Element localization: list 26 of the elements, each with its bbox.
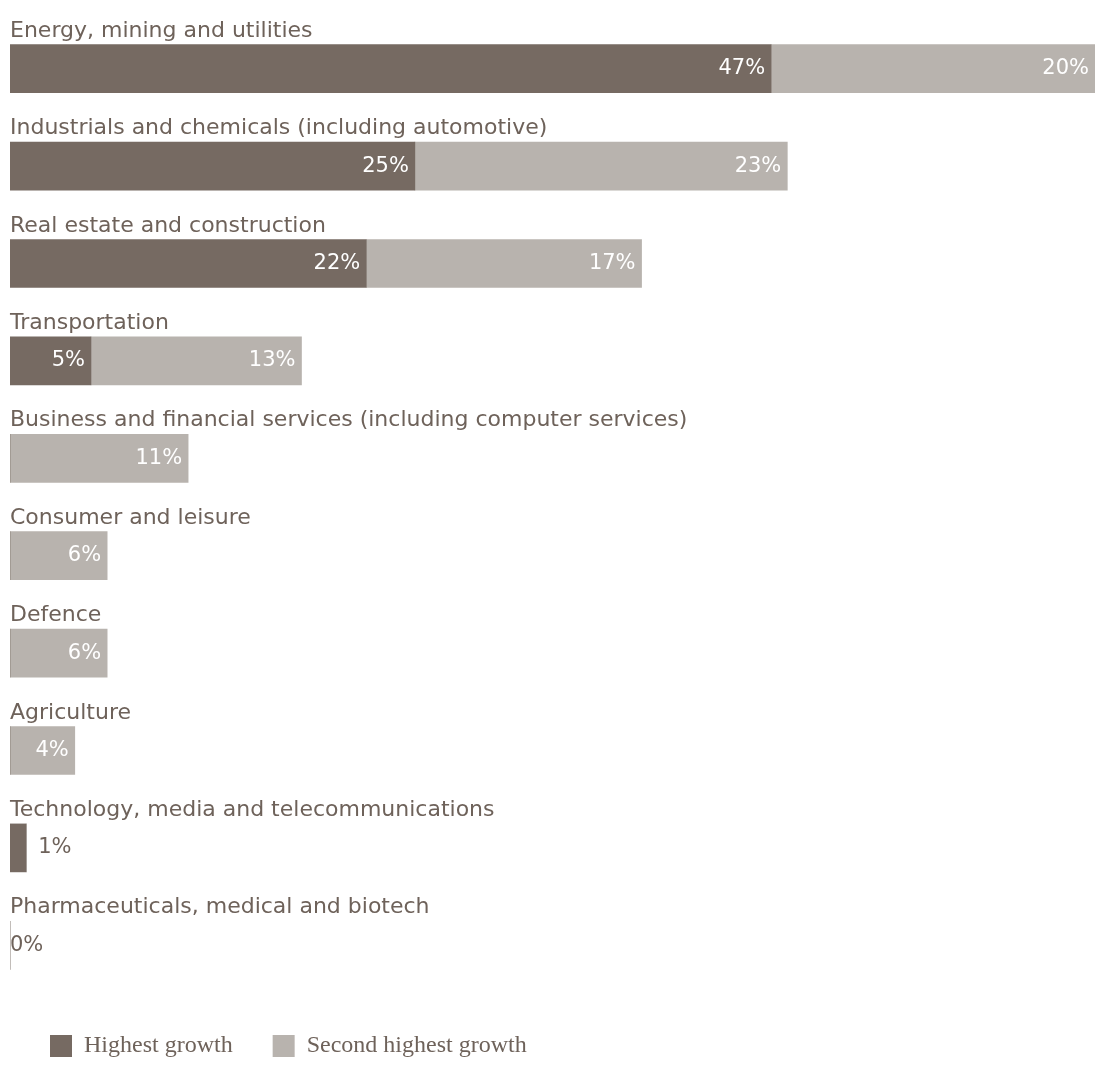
legend-label: Second highest growth: [306, 1031, 527, 1058]
data-label: 13%: [248, 347, 296, 372]
data-label: 11%: [135, 444, 183, 469]
y-tick-label: Transportation: [9, 308, 169, 334]
data-label: 22%: [313, 249, 361, 274]
y-tick-label: Real estate and construction: [10, 211, 326, 237]
data-label: 0%: [10, 931, 44, 956]
y-tick-label: Pharmaceuticals, medical and biotech: [10, 893, 430, 919]
y-tick-label: Energy, mining and utilities: [10, 16, 313, 42]
data-label: 23%: [734, 152, 782, 177]
y-tick-label: Technology, media and telecommunications: [9, 795, 495, 821]
data-label: 6%: [67, 542, 102, 567]
data-label: 25%: [362, 152, 409, 177]
data-label: 6%: [67, 639, 102, 664]
data-label: 1%: [38, 834, 72, 859]
y-tick-label: Defence: [10, 601, 102, 627]
y-tick-label: Industrials and chemicals (including automotive): [10, 114, 548, 140]
data-label: 5%: [51, 347, 85, 372]
legend-label: Highest growth: [84, 1031, 233, 1058]
data-label: 17%: [588, 249, 636, 274]
y-tick-label: Consumer and leisure: [10, 503, 251, 529]
y-tick-label: Business and financial services (including computer services): [10, 406, 688, 432]
data-label: 20%: [1042, 55, 1089, 80]
data-label: 47%: [718, 55, 766, 80]
data-label: 4%: [35, 736, 69, 761]
y-tick-label: Agriculture: [10, 698, 131, 724]
